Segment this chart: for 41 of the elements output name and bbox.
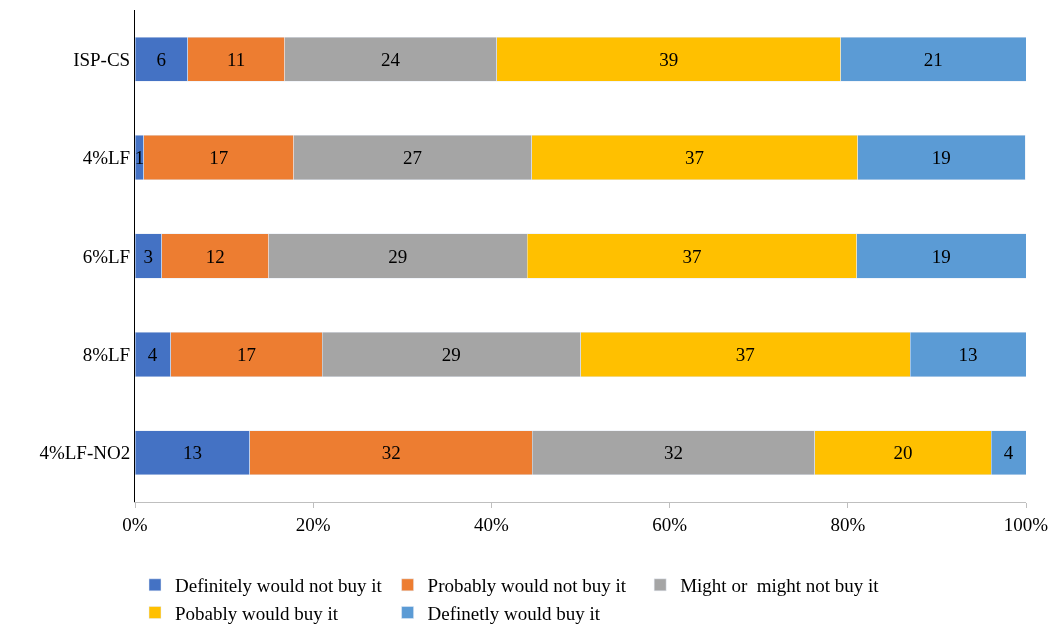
data-label: 4 xyxy=(1003,442,1014,464)
x-tick-label: 40% xyxy=(473,513,509,535)
data-label: 1 xyxy=(134,147,145,169)
data-label: 19 xyxy=(931,245,951,267)
legend-label: Probably would not buy it xyxy=(427,575,627,597)
data-label: 19 xyxy=(931,147,951,169)
data-label: 11 xyxy=(226,48,246,70)
x-tick-label: 100% xyxy=(1003,513,1049,535)
data-label: 29 xyxy=(388,245,408,267)
data-label: 37 xyxy=(735,343,755,365)
y-tick-label: ISP-CS xyxy=(73,48,131,70)
y-tick-label: 4%LF-NO2 xyxy=(39,442,131,464)
y-tick-label: 4%LF xyxy=(82,147,131,169)
legend-label: Definitely would not buy it xyxy=(175,575,383,597)
x-tick-label: 80% xyxy=(830,513,866,535)
x-tick-label: 60% xyxy=(652,513,688,535)
data-label: 24 xyxy=(380,48,401,70)
data-label: 32 xyxy=(381,442,401,464)
data-label: 21 xyxy=(923,48,943,70)
data-label: 17 xyxy=(209,147,229,169)
data-label: 13 xyxy=(958,343,978,365)
x-tick-label: 0% xyxy=(122,513,148,535)
legend-label: Definetly would buy it xyxy=(427,602,601,624)
y-tick-label: 6%LF xyxy=(82,245,131,267)
data-label: 12 xyxy=(205,245,225,267)
data-label: 6 xyxy=(156,48,167,70)
data-label: 20 xyxy=(893,442,913,464)
legend-label: Pobably would buy it xyxy=(175,602,339,624)
data-label: 4 xyxy=(147,343,158,365)
data-label: 39 xyxy=(659,48,679,70)
data-label: 27 xyxy=(403,147,423,169)
x-tick-label: 20% xyxy=(295,513,331,535)
data-label: 32 xyxy=(664,442,684,464)
data-label: 37 xyxy=(682,245,702,267)
data-label: 37 xyxy=(685,147,705,169)
data-label: 3 xyxy=(143,245,154,267)
y-tick-label: 8%LF xyxy=(82,344,131,366)
data-label: 17 xyxy=(236,343,256,365)
data-label: 29 xyxy=(441,343,461,365)
legend-label: Might or might not buy it xyxy=(680,575,880,597)
data-label: 13 xyxy=(182,442,202,464)
